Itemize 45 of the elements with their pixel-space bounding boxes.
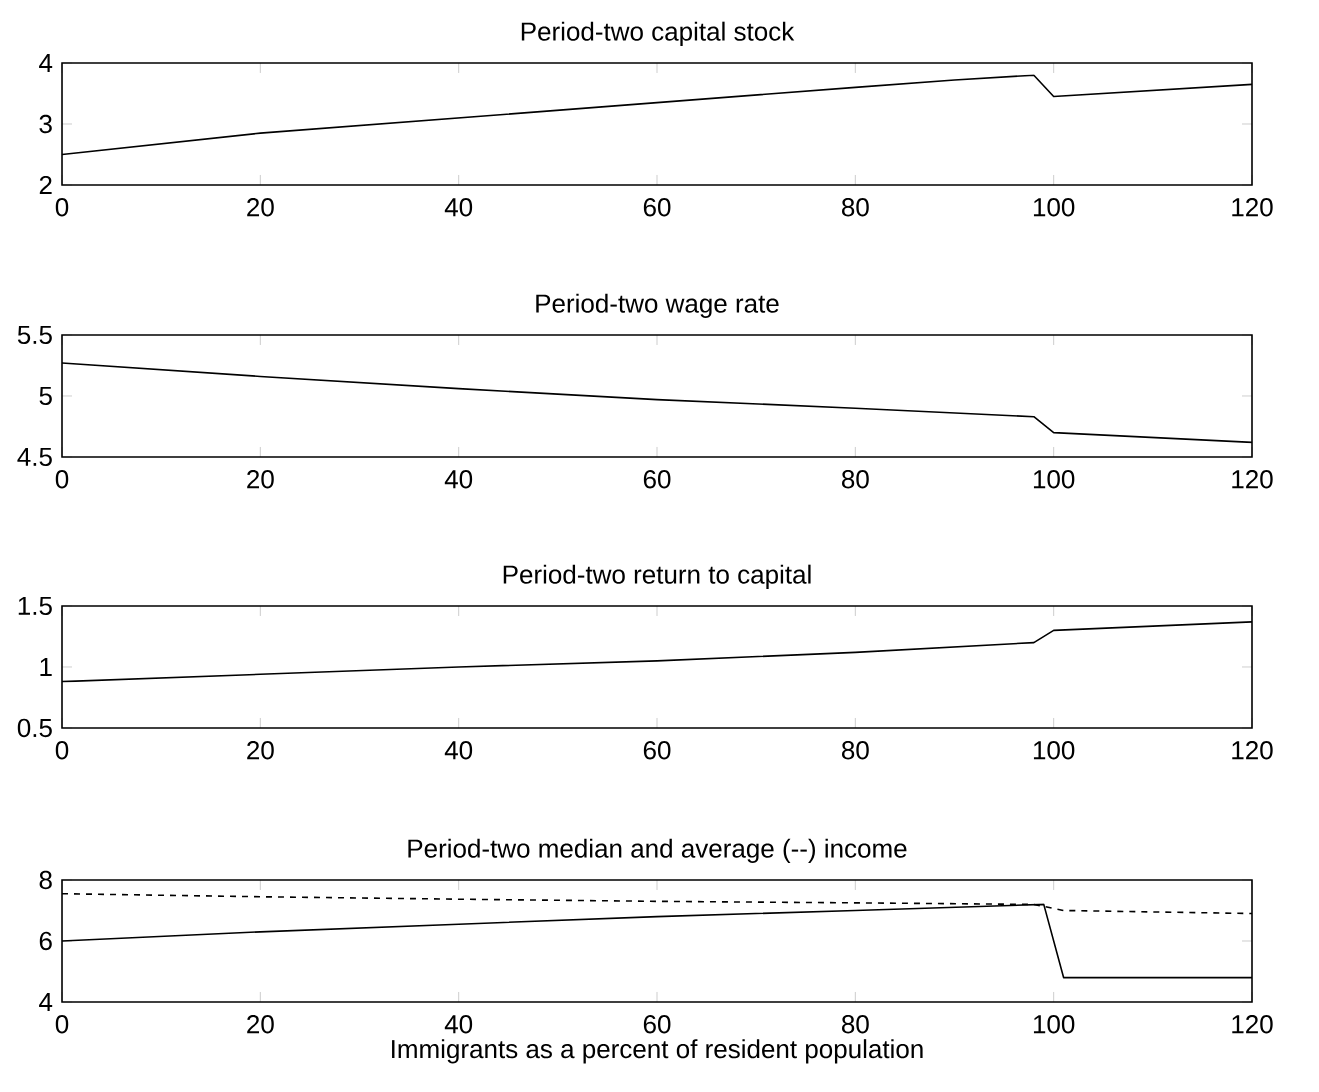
x-tick-label: 100 (1033, 1015, 1075, 1034)
x-tick-label: 60 (643, 741, 671, 760)
y-tick-label: 5 (39, 386, 52, 406)
x-tick-label: 20 (247, 741, 274, 760)
y-tick-label: 6 (39, 931, 52, 951)
y-tick-label: 0.5 (17, 718, 52, 738)
x-tick-label: 40 (444, 198, 473, 217)
x-tick-label: 0 (55, 198, 69, 217)
y-tick-label: 1.5 (18, 596, 52, 616)
y-tick-label: 4.5 (17, 447, 52, 467)
x-tick-label: 100 (1033, 198, 1075, 217)
y-tick-label: 5.5 (17, 325, 52, 345)
x-tick-label: 40 (444, 1015, 473, 1034)
x-axis-title: Immigrants as a percent of resident population (392, 1039, 923, 1064)
x-tick-label: 0 (55, 470, 69, 489)
y-tick-label: 8 (39, 870, 52, 890)
y-tick-label: 4 (39, 993, 53, 1011)
y-tick-label: 1 (40, 658, 52, 676)
x-tick-label: 60 (643, 470, 671, 489)
x-tick-label: 20 (247, 1015, 274, 1034)
chart-title: Period-two median and average (--) income (408, 838, 907, 863)
x-tick-label: 120 (1232, 198, 1273, 217)
x-tick-label: 0 (55, 1015, 69, 1034)
x-tick-label: 20 (247, 198, 274, 217)
x-tick-label: 120 (1232, 741, 1273, 760)
x-tick-label: 40 (444, 741, 473, 760)
x-tick-label: 60 (643, 1015, 671, 1034)
x-tick-label: 80 (842, 741, 869, 760)
x-tick-label: 120 (1232, 1015, 1273, 1034)
x-tick-label: 0 (55, 741, 69, 760)
x-tick-label: 120 (1232, 470, 1273, 489)
x-tick-label: 40 (444, 470, 473, 489)
y-tick-label: 2 (39, 175, 52, 195)
y-tick-label: 3 (39, 114, 52, 134)
x-tick-label: 60 (643, 198, 671, 217)
chart-title: Period-two return to capital (503, 564, 811, 589)
chart-title: Period-two wage rate (536, 293, 779, 318)
y-tick-label: 4 (39, 54, 53, 72)
x-tick-label: 80 (842, 1015, 869, 1034)
chart-title: Period-two capital stock (521, 21, 795, 46)
x-tick-label: 80 (842, 470, 869, 489)
x-tick-label: 80 (842, 198, 869, 217)
x-tick-label: 100 (1033, 470, 1075, 489)
x-tick-label: 100 (1033, 741, 1075, 760)
x-tick-label: 20 (247, 470, 274, 489)
